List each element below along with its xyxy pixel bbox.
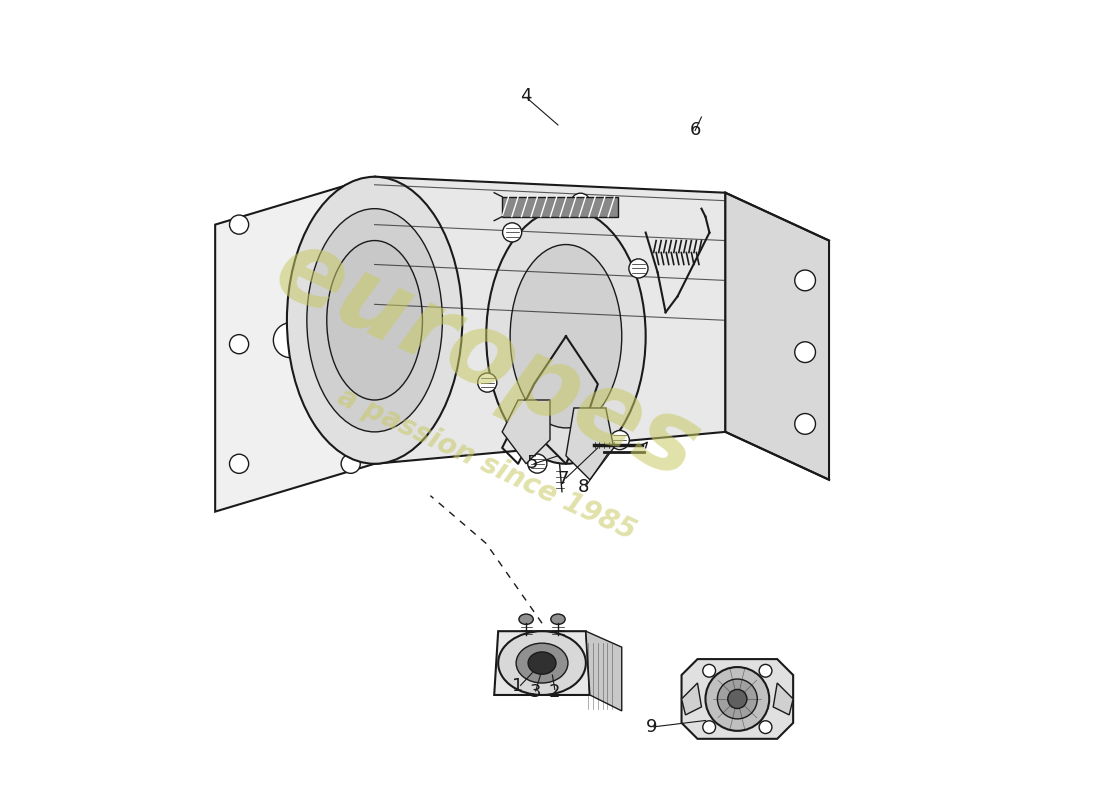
Circle shape <box>230 215 249 234</box>
Text: 6: 6 <box>690 122 701 139</box>
Polygon shape <box>565 408 614 480</box>
Circle shape <box>703 721 715 734</box>
Ellipse shape <box>528 652 556 674</box>
Ellipse shape <box>498 631 586 695</box>
Ellipse shape <box>307 209 442 432</box>
Text: europes: europes <box>258 220 714 501</box>
Circle shape <box>705 667 769 731</box>
Bar <box>503 197 618 217</box>
Ellipse shape <box>327 241 422 400</box>
Polygon shape <box>682 683 702 715</box>
Circle shape <box>503 223 521 242</box>
Circle shape <box>274 322 308 358</box>
Circle shape <box>230 334 249 354</box>
Polygon shape <box>773 683 793 715</box>
Circle shape <box>759 664 772 677</box>
Circle shape <box>717 679 757 719</box>
Circle shape <box>629 259 648 278</box>
Circle shape <box>794 270 815 290</box>
Ellipse shape <box>516 643 568 683</box>
Polygon shape <box>725 193 829 480</box>
Circle shape <box>528 454 547 473</box>
Text: 5: 5 <box>526 454 538 472</box>
Text: 2: 2 <box>549 682 560 701</box>
Text: 9: 9 <box>646 718 657 737</box>
Ellipse shape <box>486 209 646 464</box>
Text: 4: 4 <box>519 87 531 105</box>
Circle shape <box>728 690 747 709</box>
Circle shape <box>703 664 715 677</box>
Circle shape <box>341 215 361 234</box>
Circle shape <box>759 721 772 734</box>
Circle shape <box>571 193 590 212</box>
Circle shape <box>610 430 629 450</box>
Ellipse shape <box>551 614 565 625</box>
Circle shape <box>341 334 361 354</box>
Circle shape <box>794 414 815 434</box>
Text: 7: 7 <box>558 470 570 488</box>
Polygon shape <box>494 631 590 695</box>
Circle shape <box>477 373 497 392</box>
Polygon shape <box>682 659 793 739</box>
Circle shape <box>794 342 815 362</box>
Text: 1: 1 <box>512 677 524 695</box>
Ellipse shape <box>519 614 534 625</box>
Circle shape <box>341 454 361 474</box>
Ellipse shape <box>287 177 462 464</box>
Polygon shape <box>586 631 622 711</box>
Text: 8: 8 <box>578 478 590 496</box>
Polygon shape <box>216 177 375 512</box>
Circle shape <box>230 454 249 474</box>
Polygon shape <box>503 400 550 464</box>
Ellipse shape <box>510 245 622 428</box>
Text: a passion since 1985: a passion since 1985 <box>332 382 640 546</box>
Polygon shape <box>375 177 725 464</box>
Text: 3: 3 <box>530 683 541 702</box>
